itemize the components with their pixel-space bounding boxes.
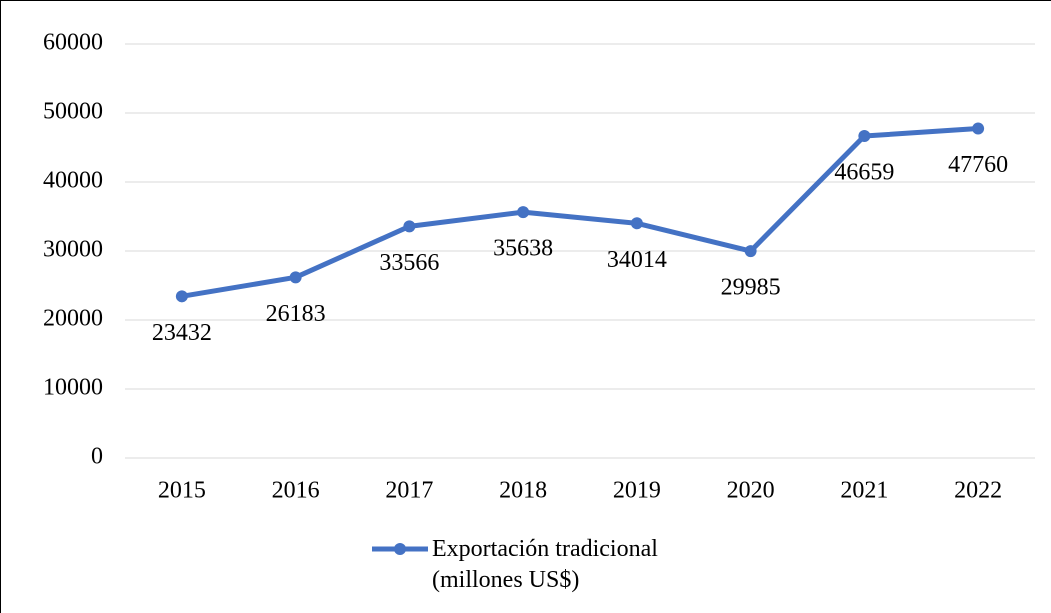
data-point	[403, 220, 416, 233]
data-label: 26183	[266, 301, 326, 327]
data-label: 35638	[493, 236, 553, 262]
y-tick-label: 60000	[43, 30, 103, 56]
data-point	[972, 122, 985, 135]
data-point	[630, 217, 643, 230]
y-tick-label: 20000	[43, 306, 103, 332]
y-tick-label: 40000	[43, 168, 103, 194]
data-label: 29985	[721, 275, 781, 301]
x-tick-label: 2020	[727, 478, 775, 504]
x-tick-label: 2019	[613, 478, 661, 504]
y-tick-label: 0	[91, 444, 103, 470]
legend-marker	[394, 543, 406, 555]
data-point	[858, 130, 871, 143]
data-line	[181, 125, 979, 299]
y-tick-label: 10000	[43, 375, 103, 401]
x-tick-label: 2017	[385, 478, 433, 504]
data-label: 23432	[152, 320, 212, 346]
data-point	[517, 206, 530, 219]
data-label: 46659	[834, 160, 894, 186]
data-label: 33566	[379, 250, 439, 276]
x-tick-label: 2021	[840, 478, 888, 504]
data-point	[744, 245, 757, 258]
data-label: 34014	[607, 247, 667, 273]
data-point	[289, 271, 302, 284]
data-point	[175, 290, 188, 303]
data-label: 47760	[948, 152, 1008, 178]
x-tick-label: 2018	[499, 478, 547, 504]
x-tick-label: 2022	[954, 478, 1002, 504]
y-tick-label: 30000	[43, 237, 103, 263]
y-tick-label: 50000	[43, 99, 103, 125]
legend-label: Exportación tradicional (millones US$)	[432, 536, 658, 593]
x-tick-label: 2016	[272, 478, 320, 504]
x-tick-label: 2015	[158, 478, 206, 504]
